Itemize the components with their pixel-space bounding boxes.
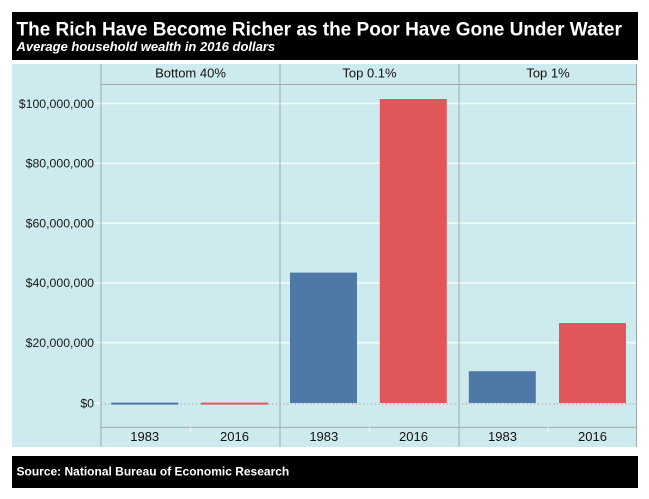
svg-text:1983: 1983 [130, 429, 159, 444]
svg-text:$20,000,000: $20,000,000 [26, 336, 95, 350]
svg-text:Top 1%: Top 1% [526, 66, 570, 81]
svg-text:2016: 2016 [578, 429, 607, 444]
svg-text:$40,000,000: $40,000,000 [26, 276, 95, 290]
svg-text:Average household wealth in 20: Average household wealth in 2016 dollars [16, 39, 276, 54]
svg-text:2016: 2016 [220, 429, 249, 444]
svg-text:$80,000,000: $80,000,000 [26, 157, 95, 171]
svg-text:1983: 1983 [309, 429, 338, 444]
svg-text:Bottom 40%: Bottom 40% [155, 66, 226, 81]
svg-text:$60,000,000: $60,000,000 [26, 216, 95, 230]
svg-text:2016: 2016 [399, 429, 428, 444]
svg-text:$100,000,000: $100,000,000 [19, 97, 94, 111]
svg-text:1983: 1983 [488, 429, 517, 444]
svg-text:The Rich Have Become Richer as: The Rich Have Become Richer as the Poor … [17, 19, 623, 40]
svg-text:Top 0.1%: Top 0.1% [342, 66, 397, 81]
svg-text:$0: $0 [80, 396, 94, 410]
svg-text:Source: National Bureau of Eco: Source: National Bureau of Economic Rese… [17, 465, 290, 479]
